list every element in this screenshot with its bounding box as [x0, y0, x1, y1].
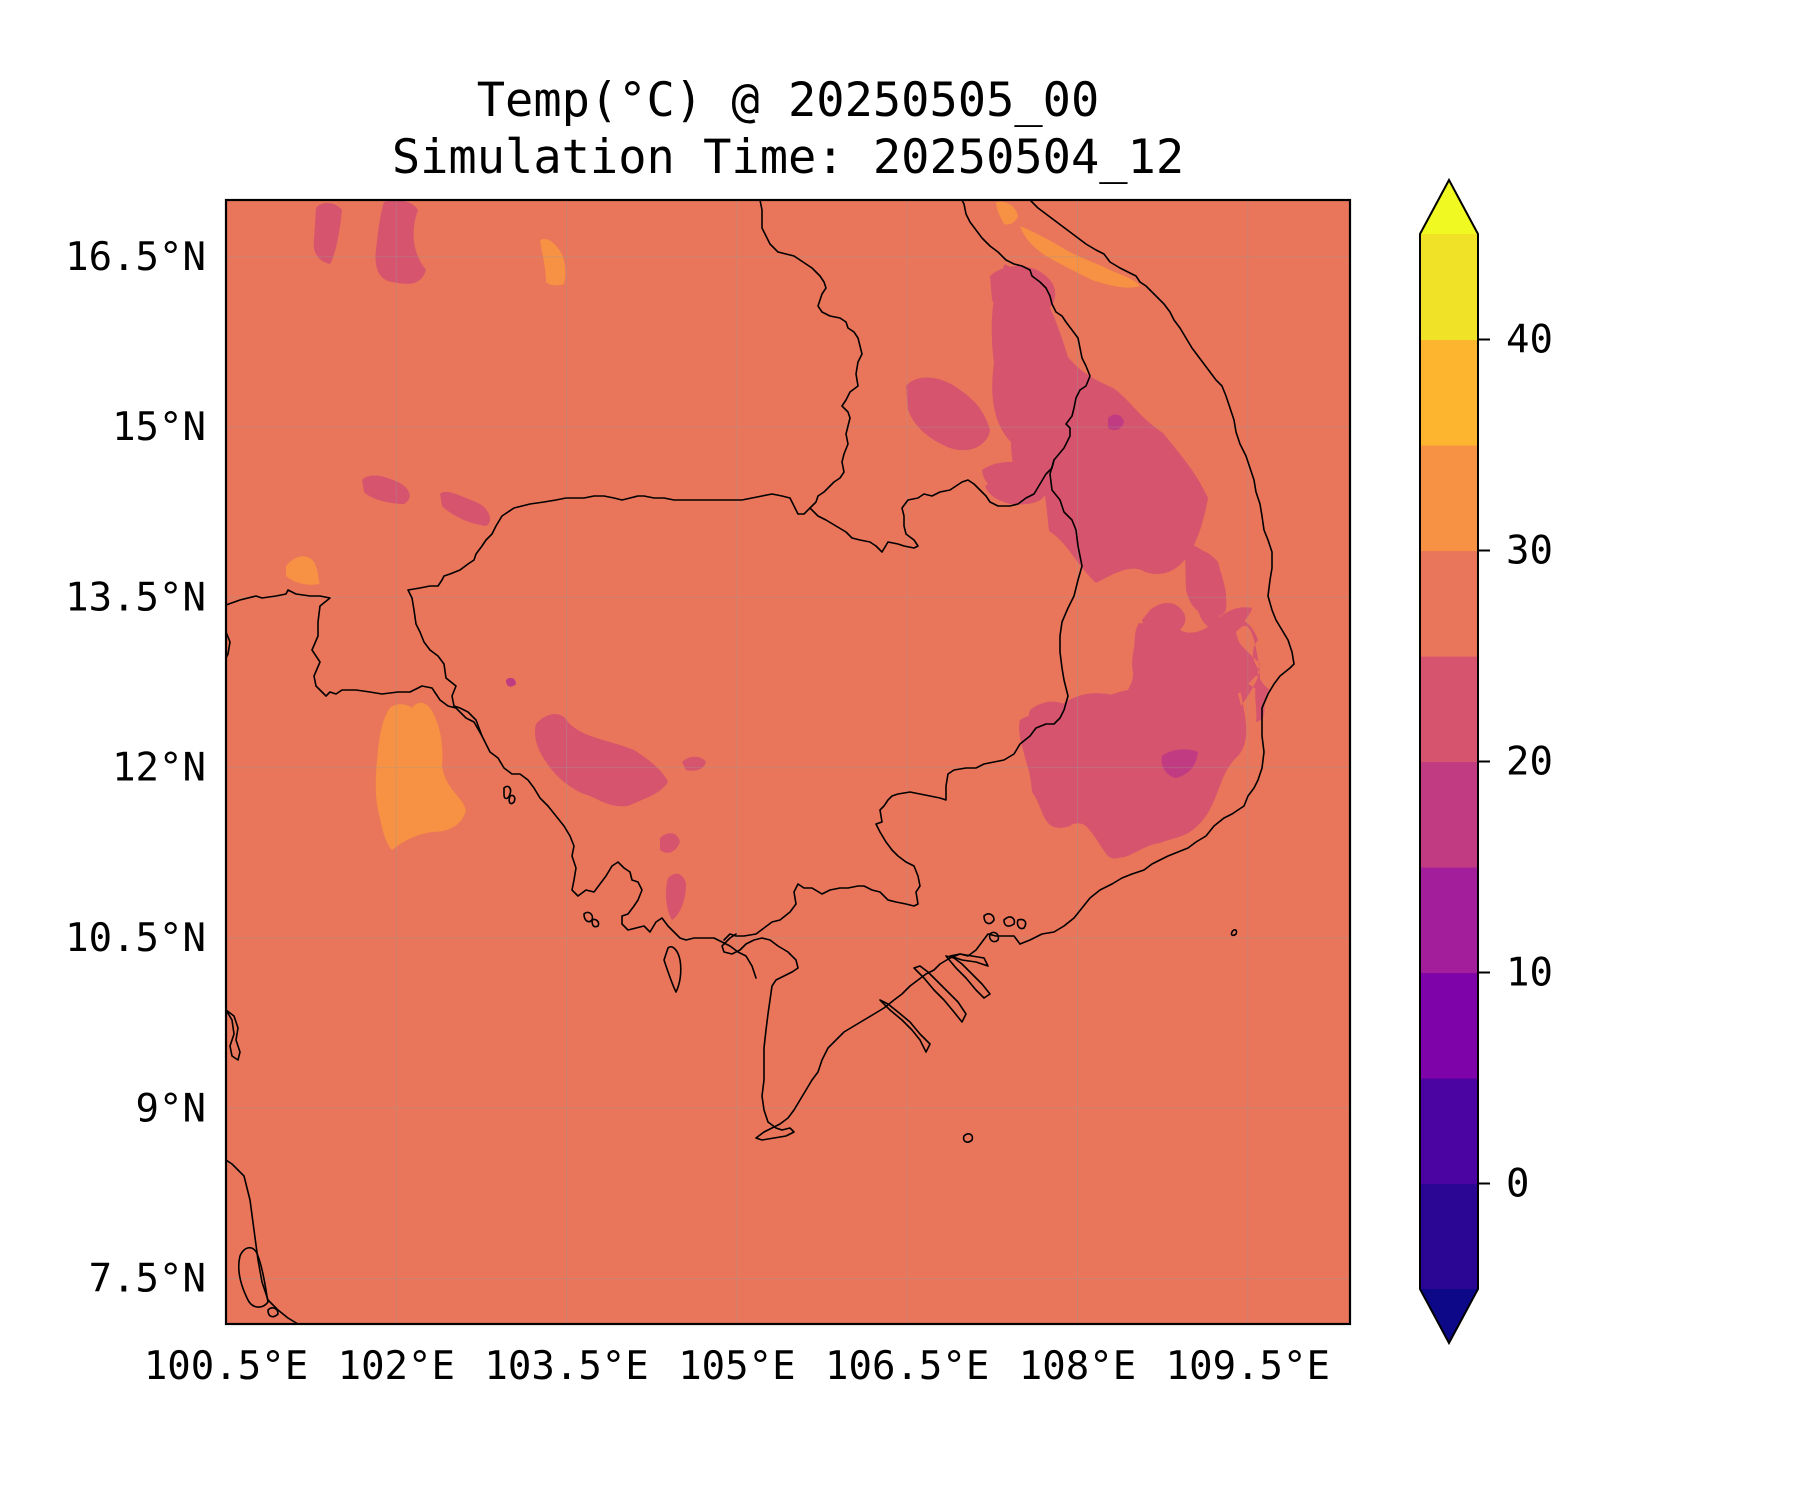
zone-warm-thailand-small: [286, 556, 320, 585]
title-line-1: Temp(°C) @ 20250505_00: [477, 73, 1100, 128]
colorbar-tick-label: 0: [1506, 1162, 1529, 1207]
colorbar-bin: [1420, 1183, 1478, 1290]
delta-channel-2: [913, 965, 967, 1023]
colorbar-bin: [1420, 867, 1478, 974]
colorbar-bin: [1420, 339, 1478, 446]
colorbar-bin: [1420, 656, 1478, 763]
map-frame: [224, 198, 1352, 1326]
colorbar-outline: [1419, 177, 1479, 1346]
malaysia-coast: [226, 1009, 241, 1061]
latitude-tick-labels: 16.5°N 15°N 13.5°N 12°N 10.5°N 9°N 7.5°N: [65, 235, 206, 1302]
lon-tick-label: 109.5°E: [1166, 1344, 1330, 1389]
lon-tick-label: 100.5°E: [144, 1344, 308, 1389]
zone-peak-southern-highlands: [1161, 749, 1198, 778]
zone-peak-ngoc-linh: [1108, 414, 1124, 430]
zone-warm-thailand-east: [375, 702, 466, 850]
temp-20-25-zones: [313, 200, 1270, 920]
zone-laos-sekong: [990, 265, 1056, 318]
delta-channel-1: [879, 999, 931, 1053]
zone-annamite: [1067, 391, 1117, 450]
mekong-delta-coast: [721, 933, 1021, 1141]
temperature-field: [286, 200, 1270, 920]
lat-tick-label: 7.5°N: [89, 1257, 206, 1302]
coastlines-and-borders: [226, 200, 1295, 1324]
thailand-cambodia-border: [226, 589, 483, 737]
gulf-islands-2: [591, 918, 600, 928]
delta-mouth-islands-2: [988, 931, 1000, 943]
malay-island-small: [267, 1307, 279, 1318]
zone-cardamom-small-1: [682, 756, 706, 771]
colorbar-tick-label: 30: [1506, 529, 1553, 574]
zone-highlands-central: [1060, 412, 1158, 571]
colorbar-under-arrow: [1420, 1289, 1478, 1343]
delta-channel-3: [945, 955, 991, 999]
cambodia-laos-east-border: [809, 200, 1091, 553]
temp-15-20-zones: [506, 414, 1198, 778]
malay-islands: [237, 1246, 269, 1308]
map-panel: [224, 198, 1352, 1326]
lat-tick-label: 13.5°N: [65, 575, 206, 620]
colorbar-bin: [1420, 972, 1478, 1079]
koh-kong-islands: [503, 785, 516, 805]
cambodia-vietnam-border: [723, 459, 1083, 941]
con-son-island: [962, 1133, 974, 1143]
zone-warm-thailand-north: [540, 238, 566, 286]
vietnam-east-coast: [1019, 200, 1295, 945]
malay-peninsula-coast: [226, 1159, 299, 1324]
delta-mouth-islands: [983, 913, 1027, 930]
lat-tick-label: 16.5°N: [65, 235, 206, 280]
zone-thailand-east-1: [362, 475, 410, 504]
cambodia-thailand-north-border: [407, 493, 811, 737]
zone-cardamom-small-3: [665, 873, 686, 920]
delta-channel-4: [949, 953, 989, 967]
zone-cardamom-small-2: [660, 833, 680, 853]
zone-highlands-south-plateau: [1090, 756, 1182, 842]
lat-tick-label: 10.5°N: [65, 916, 206, 961]
zone-thailand-north-2: [375, 200, 426, 284]
zone-cardamom: [534, 713, 668, 807]
zone-warm-vietnam-coast: [1020, 226, 1140, 288]
zone-vietnam-coast: [1194, 556, 1224, 628]
colorbar-bin: [1420, 1078, 1478, 1185]
zone-warm-vietnam-north: [996, 201, 1018, 225]
colorbar-tick-label: 40: [1506, 318, 1553, 363]
lon-tick-label: 108°E: [1019, 1344, 1136, 1389]
colorbar-bin: [1420, 761, 1478, 868]
zone-laos-boloven: [906, 377, 990, 451]
lat-tick-label: 12°N: [112, 746, 206, 791]
lon-tick-label: 106.5°E: [825, 1344, 989, 1389]
title-line-2: Simulation Time: 20250504_12: [392, 130, 1184, 185]
colorbar-tick-label: 20: [1506, 740, 1553, 785]
zone-thailand-north-1: [313, 202, 342, 264]
colorbar-bin: [1420, 445, 1478, 552]
temp-30-35-zones: [286, 201, 1140, 850]
zone-peak-cardamom: [506, 677, 516, 687]
colorbar-tick-label: 10: [1506, 951, 1553, 996]
colorbar-bin: [1420, 550, 1478, 657]
lon-tick-label: 103.5°E: [484, 1344, 648, 1389]
lat-tick-label: 9°N: [136, 1086, 206, 1131]
cambodia-laos-border: [759, 200, 863, 509]
zone-thailand-east-2: [440, 491, 491, 526]
lon-tick-label: 105°E: [678, 1344, 795, 1389]
zone-daklak: [1138, 619, 1169, 664]
gridlines: [226, 200, 1350, 1324]
lat-tick-label: 15°N: [112, 405, 206, 450]
lon-tick-label: 102°E: [338, 1344, 455, 1389]
colorbar-bin: [1420, 234, 1478, 341]
colorbar: 0 10 20 30 40: [1419, 177, 1553, 1346]
longitude-tick-labels: 100.5°E 102°E 103.5°E 105°E 106.5°E 108°E 109.…: [144, 1344, 1330, 1389]
colorbar-over-arrow: [1420, 180, 1478, 234]
con-dao-small: [1230, 929, 1238, 937]
phu-quoc-island: [663, 945, 682, 993]
cambodia-west-coast: [481, 735, 757, 979]
